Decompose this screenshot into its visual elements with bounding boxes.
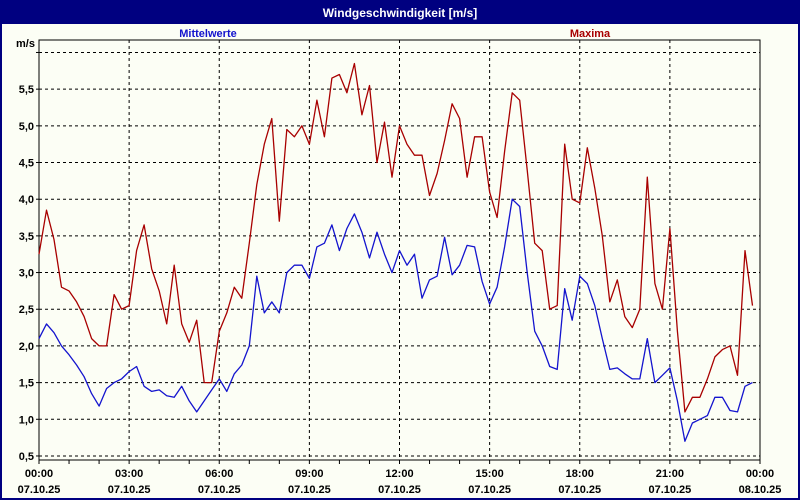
x-tick-date-label: 07.10.25 [288,484,331,496]
y-tick-label: 2,5 [19,304,34,316]
x-tick-time-label: 21:00 [656,468,684,480]
legend-max-label: Maxima [569,28,611,40]
x-tick-date-label: 07.10.25 [198,484,241,496]
x-tick-time-label: 00:00 [746,468,774,480]
y-tick-label: 4,0 [19,194,34,206]
y-tick-label: 4,5 [19,158,34,170]
x-tick-date-label: 08.10.25 [739,484,782,496]
x-tick-date-label: 07.10.25 [18,484,61,496]
x-tick-date-label: 07.10.25 [468,484,511,496]
x-tick-time-label: 12:00 [385,468,413,480]
y-tick-label: 3,0 [19,268,34,280]
y-tick-label: 3,5 [19,231,34,243]
series-line-maxima [38,62,754,413]
y-tick-label: 0,5 [19,451,34,463]
title-bar: Windgeschwindigkeit [m/s] [2,2,798,24]
y-tick-label: 1,0 [19,414,34,426]
x-tick-time-label: 09:00 [295,468,323,480]
x-tick-date-label: 07.10.25 [378,484,421,496]
wind-speed-chart: 0,5 1,0 1,5 2,0 2,5 3,0 3,5 4,0 4,5 5,0 5,5 00:00 07… [18,39,782,496]
y-tick-label: 5,0 [19,121,34,133]
x-tick-date-label: 07.10.25 [108,484,151,496]
series-line-mittelwerte [38,198,753,442]
x-tick-time-label: 03:00 [115,468,143,480]
x-tick-time-label: 15:00 [476,468,504,480]
x-tick-date-label: 07.10.25 [648,484,691,496]
x-tick-time-label: 18:00 [566,468,594,480]
y-tick-label: 1,5 [19,378,34,390]
y-tick-label: 5,5 [19,84,34,96]
y-axis-unit-label: m/s [16,38,35,50]
plot-border [38,39,761,461]
x-tick-time-label: 00:00 [25,468,53,480]
y-tick-label: 2,0 [19,341,34,353]
chart-title: Windgeschwindigkeit [m/s] [322,6,478,20]
x-tick-time-label: 06:00 [205,468,233,480]
x-tick-date-label: 07.10.25 [558,484,601,496]
legend-mean-label: Mittelwerte [179,28,237,40]
